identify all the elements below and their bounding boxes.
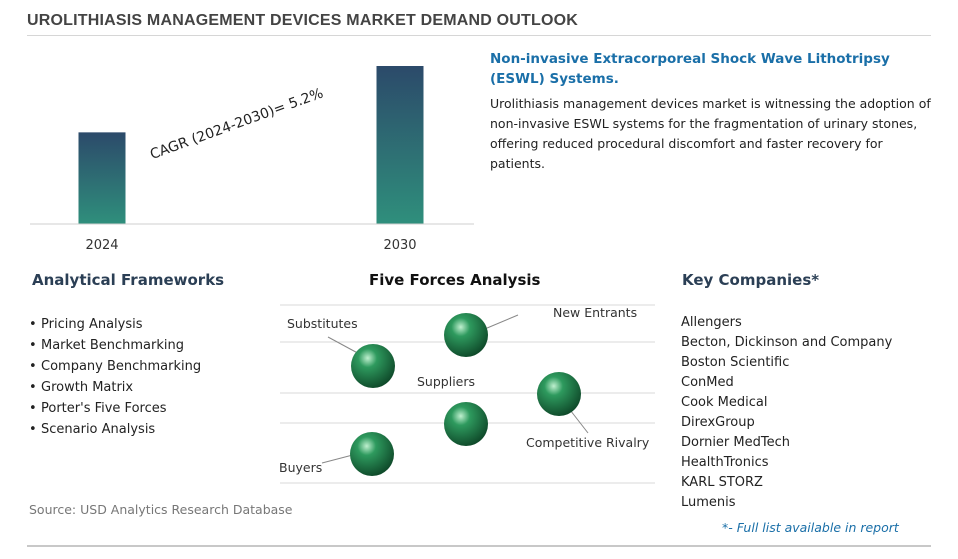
list-item: Dornier MedTech <box>681 435 790 450</box>
new-entrants-sphere <box>444 313 488 357</box>
list-item: ConMed <box>681 375 734 390</box>
list-item: Lumenis <box>681 495 736 510</box>
five-forces-diagram <box>280 304 655 484</box>
new-entrants-label: New Entrants <box>553 305 638 320</box>
suppliers-sphere <box>444 402 488 446</box>
rivalry-sphere <box>537 372 581 416</box>
list-item: Growth Matrix <box>29 377 259 398</box>
list-item: Company Benchmarking <box>29 356 259 377</box>
x-tick-label: 2030 <box>383 238 416 253</box>
list-item: DirexGroup <box>681 415 755 430</box>
bottom-divider <box>27 545 931 547</box>
companies-heading: Key Companies* <box>682 271 820 289</box>
x-tick-label: 2024 <box>85 238 118 253</box>
frameworks-list: Pricing Analysis Market Benchmarking Com… <box>29 314 259 440</box>
competitive-rivalry-label: Competitive Rivalry <box>526 435 650 450</box>
page-title: UROLITHIASIS MANAGEMENT DEVICES MARKET D… <box>27 12 579 29</box>
list-item: Market Benchmarking <box>29 335 259 356</box>
list-item: HealthTronics <box>681 455 769 470</box>
source-note: Source: USD Analytics Research Database <box>29 502 293 517</box>
list-item: Allengers <box>681 315 742 330</box>
list-item: Boston Scientific <box>681 355 790 370</box>
list-item: Pricing Analysis <box>29 314 259 335</box>
list-item: Becton, Dickinson and Company <box>681 335 893 350</box>
full-list-note: *- Full list available in report <box>722 520 899 535</box>
bar-2024 <box>78 132 126 224</box>
substitutes-sphere <box>351 344 395 388</box>
bar-2030 <box>376 66 424 224</box>
frameworks-heading: Analytical Frameworks <box>32 271 225 289</box>
suppliers-label: Suppliers <box>417 374 476 389</box>
list-item: Cook Medical <box>681 395 768 410</box>
companies-list: Allengers Becton, Dickinson and Company … <box>681 313 941 513</box>
trend-description: Urolithiasis management devices market i… <box>490 96 931 171</box>
substitutes-label: Substitutes <box>287 316 358 331</box>
buyers-sphere <box>350 432 394 476</box>
trend-title: Non-invasive Extracorporeal Shock Wave L… <box>490 51 890 87</box>
list-item: Porter's Five Forces <box>29 398 259 419</box>
cagr-bar-chart: 2024 2030 <box>30 66 474 253</box>
list-item: Scenario Analysis <box>29 419 259 440</box>
five-forces-heading: Five Forces Analysis <box>369 271 541 289</box>
list-item: KARL STORZ <box>681 475 763 490</box>
buyers-label: Buyers <box>279 460 323 475</box>
top-divider <box>27 35 931 36</box>
